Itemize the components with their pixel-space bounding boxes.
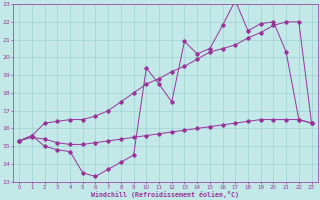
X-axis label: Windchill (Refroidissement éolien,°C): Windchill (Refroidissement éolien,°C) [92, 191, 239, 198]
